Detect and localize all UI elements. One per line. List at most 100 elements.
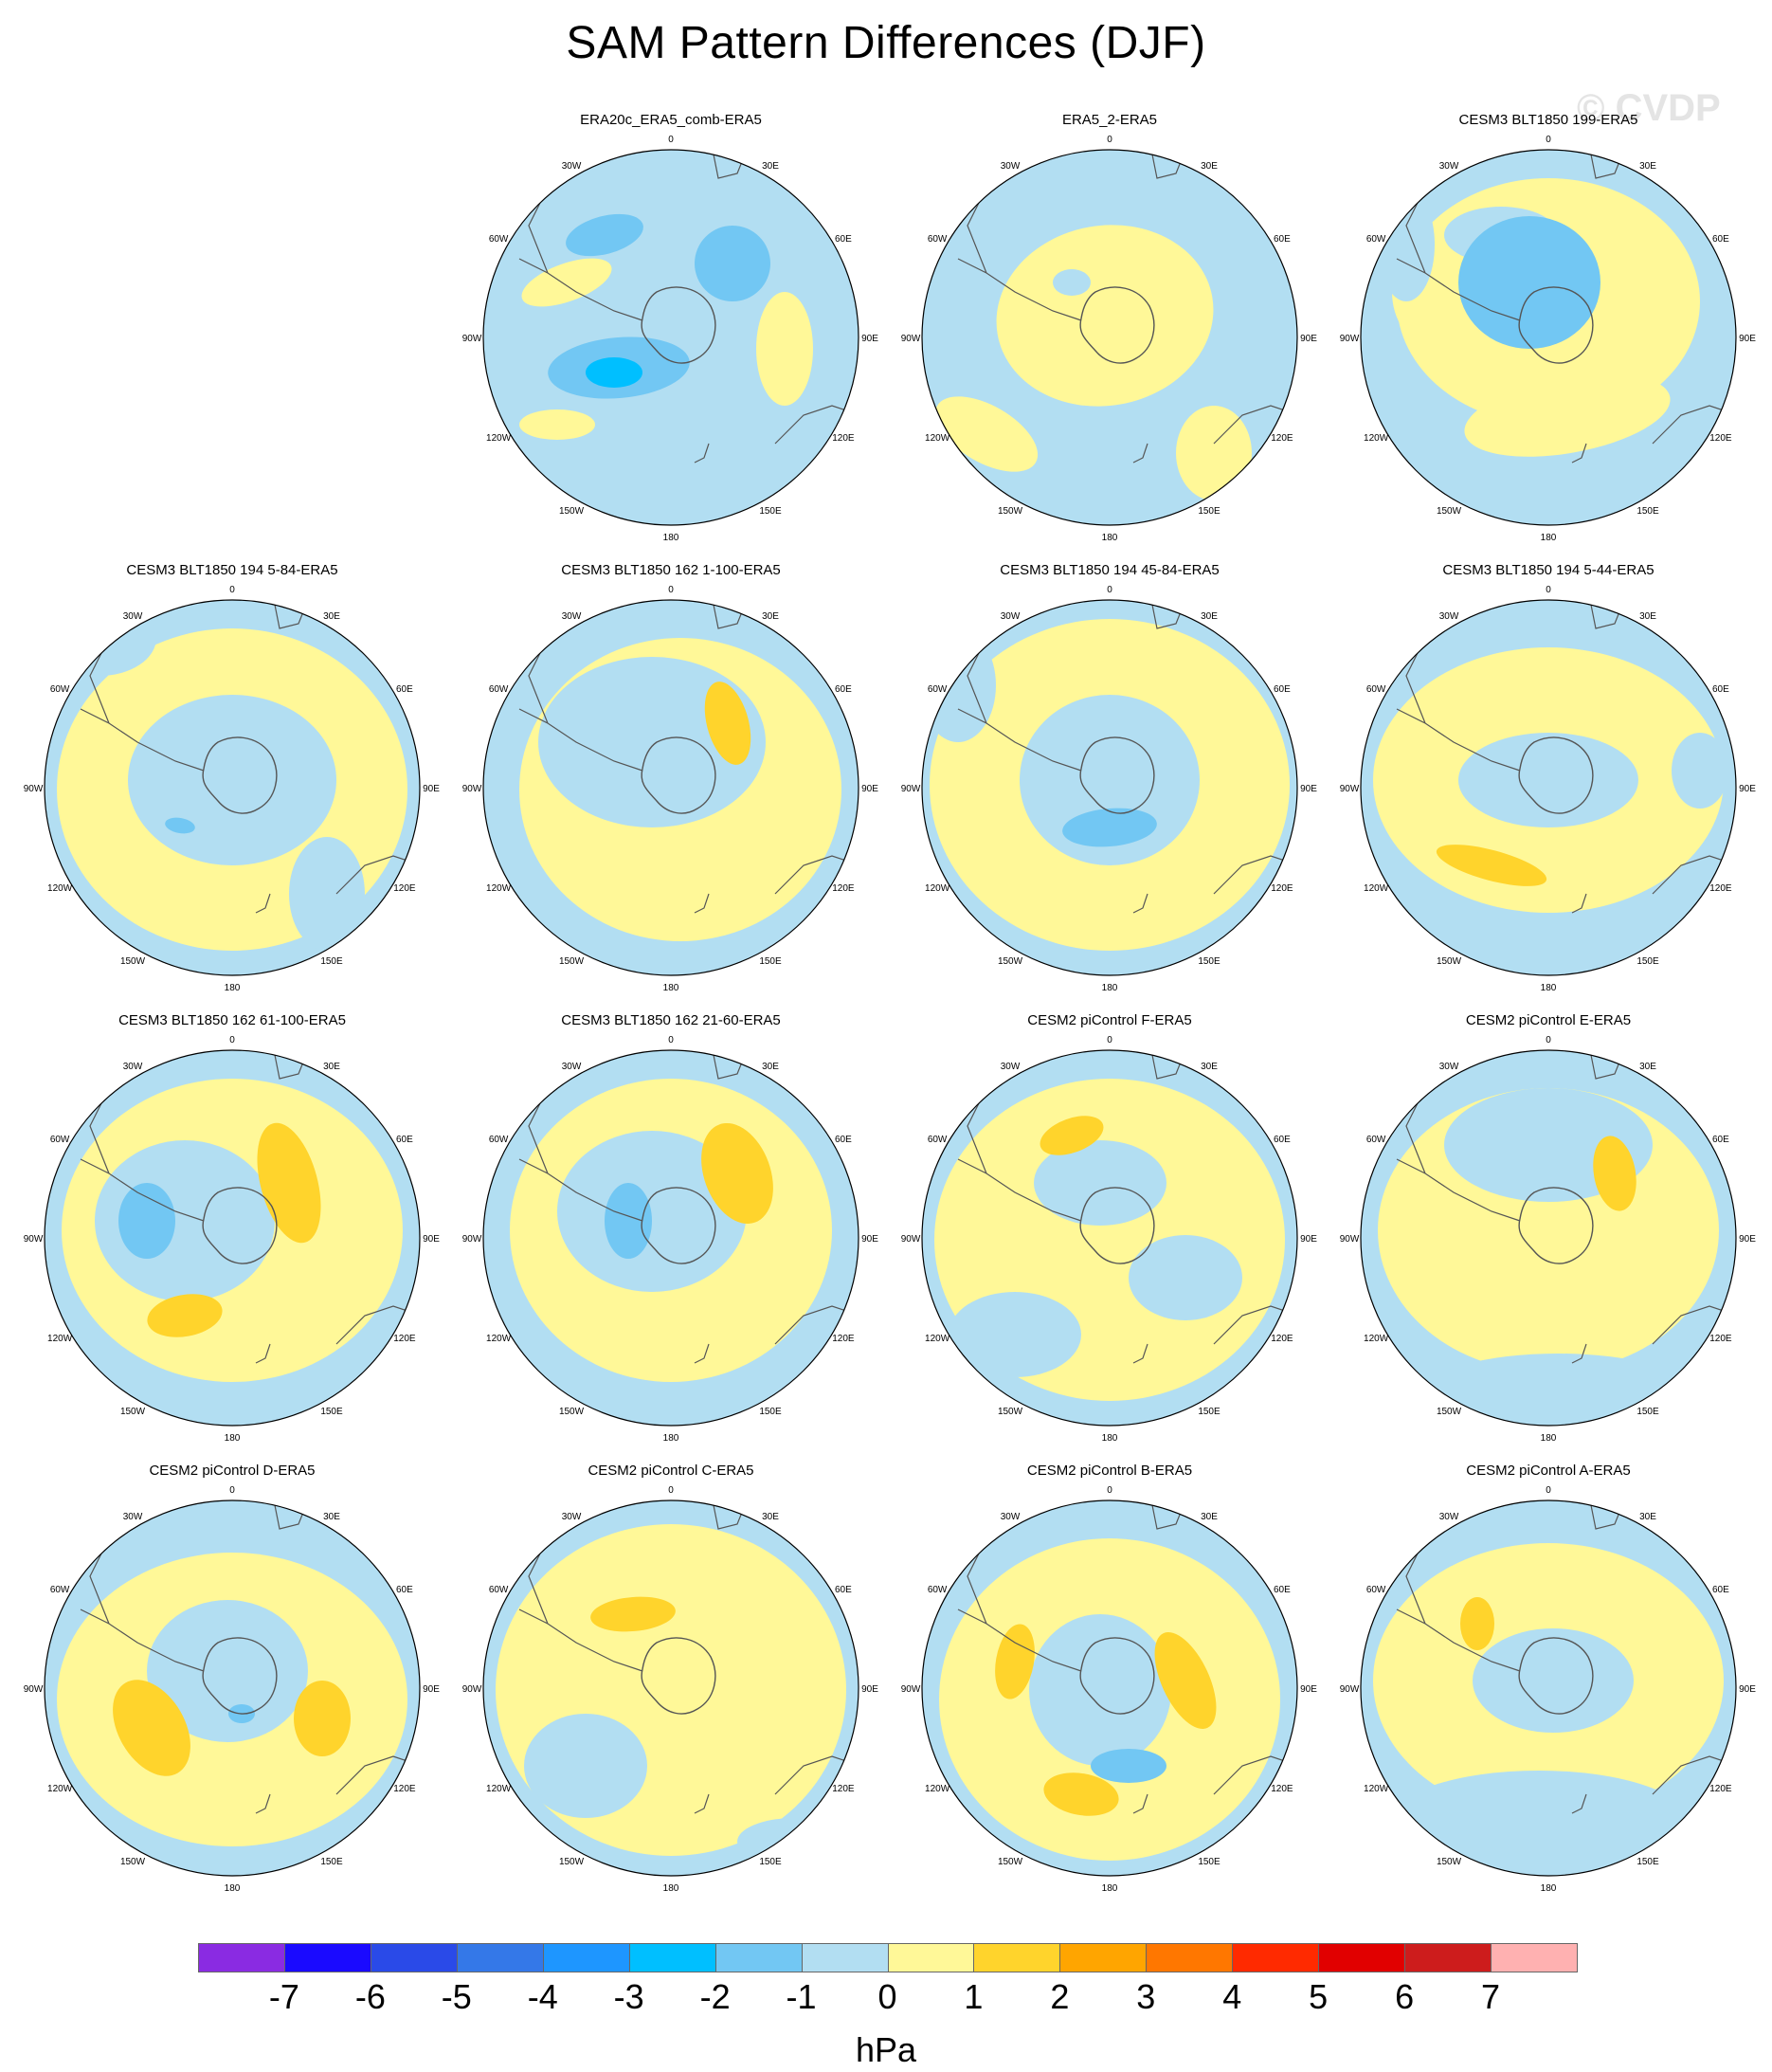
map-border xyxy=(921,1499,1298,1877)
colorbar-tick-label: 6 xyxy=(1395,1977,1415,2016)
map-border xyxy=(482,149,859,526)
colorbar-tick-label: -1 xyxy=(786,1977,817,2016)
polar-map: 0 30E 60E 90E 120E 150E 180 150W 120W 90W 60W 30W xyxy=(462,1485,878,1894)
colorbar-segment xyxy=(1232,1943,1320,1972)
longitude-label: 60W xyxy=(489,684,509,695)
longitude-label: 180 xyxy=(1102,1883,1118,1894)
panel-title: ERA20c_ERA5_comb-ERA5 xyxy=(580,112,762,128)
longitude-label: 150E xyxy=(759,956,782,967)
polar-map: 0 30E 60E 90E 120E 150E 180 150W 120W 90W 60W 30W xyxy=(1340,1485,1756,1894)
longitude-label: 30E xyxy=(1639,1062,1656,1072)
anomaly-contour xyxy=(1029,1614,1171,1766)
longitude-label: 180 xyxy=(663,1433,679,1444)
map-panel: CESM2 piControl A-ERA5 0 30E 60E 90E 120E 150E… xyxy=(1340,1463,1757,1899)
colorbar-tick-label: 3 xyxy=(1136,1977,1156,2016)
colorbar-segment xyxy=(1059,1943,1148,1972)
longitude-label: 120E xyxy=(1709,433,1732,444)
longitude-label: 120W xyxy=(486,883,512,894)
longitude-label: 90E xyxy=(861,1684,878,1695)
longitude-label: 60W xyxy=(1366,1135,1386,1145)
polar-map: 0 30E 60E 90E 120E 150E 180 150W 120W 90W 60W 30W xyxy=(462,1035,878,1444)
longitude-label: 0 xyxy=(1107,585,1112,595)
panel-title: CESM2 piControl F-ERA5 xyxy=(1027,1012,1192,1028)
longitude-label: 120W xyxy=(486,1784,512,1794)
longitude-label: 30W xyxy=(562,611,582,622)
map-border xyxy=(482,599,859,976)
longitude-label: 90E xyxy=(1739,1234,1756,1245)
anomaly-contour xyxy=(1464,373,1671,457)
longitude-label: 90W xyxy=(1340,334,1360,344)
longitude-label: 30W xyxy=(562,1062,582,1072)
longitude-label: 90E xyxy=(423,1234,440,1245)
longitude-label: 0 xyxy=(1546,135,1551,145)
longitude-label: 90E xyxy=(861,784,878,794)
colorbar-segment xyxy=(801,1943,889,1972)
longitude-label: 150W xyxy=(559,1407,585,1417)
longitude-label: 180 xyxy=(225,983,241,993)
longitude-label: 150W xyxy=(559,956,585,967)
longitude-label: 120W xyxy=(925,1334,950,1344)
anomaly-contour xyxy=(1378,188,1435,301)
anomaly-contour xyxy=(294,1681,351,1756)
anomaly-contour xyxy=(557,1131,747,1292)
anomaly-contour xyxy=(934,396,1039,472)
longitude-label: 60W xyxy=(1366,234,1386,245)
colorbar-tick-label: 0 xyxy=(877,1977,897,2016)
longitude-label: 60E xyxy=(396,1585,413,1595)
longitude-label: 120E xyxy=(1709,1334,1732,1344)
map-panel: CESM3 BLT1850 194 5-84-ERA5 0 30E 60E 90E 120… xyxy=(24,562,441,998)
panel-title: CESM3 BLT1850 162 21-60-ERA5 xyxy=(561,1012,781,1028)
map-border xyxy=(921,149,1298,526)
panel-title: ERA5_2-ERA5 xyxy=(1061,112,1158,128)
longitude-label: 90E xyxy=(861,1234,878,1245)
colorbar-segment xyxy=(1146,1943,1234,1972)
longitude-label: 30E xyxy=(323,1062,340,1072)
longitude-label: 30W xyxy=(123,1062,143,1072)
longitude-label: 30W xyxy=(123,611,143,622)
longitude-label: 150E xyxy=(320,956,343,967)
longitude-label: 150E xyxy=(759,1407,782,1417)
colorbar-tick-label: -5 xyxy=(441,1977,472,2016)
longitude-label: 60W xyxy=(928,1585,948,1595)
longitude-label: 30E xyxy=(762,1512,779,1522)
longitude-label: 90W xyxy=(901,1234,921,1245)
longitude-label: 30E xyxy=(1201,161,1218,172)
longitude-label: 120W xyxy=(47,1784,73,1794)
anomaly-contour xyxy=(1425,1354,1691,1426)
longitude-label: 30W xyxy=(123,1512,143,1522)
longitude-label: 30E xyxy=(762,161,779,172)
anomaly-contour xyxy=(949,1292,1081,1377)
colorbar-tick-label: 1 xyxy=(964,1977,984,2016)
longitude-label: 30W xyxy=(1001,161,1021,172)
longitude-label: 60E xyxy=(396,684,413,695)
longitude-label: 90W xyxy=(462,784,482,794)
anomaly-contour xyxy=(289,837,365,951)
longitude-label: 120E xyxy=(832,883,855,894)
map-border xyxy=(1360,149,1737,526)
longitude-label: 90E xyxy=(1739,784,1756,794)
longitude-label: 90W xyxy=(462,334,482,344)
map-border xyxy=(1360,1499,1737,1877)
longitude-label: 60E xyxy=(835,1135,852,1145)
longitude-label: 180 xyxy=(663,533,679,543)
longitude-label: 60W xyxy=(1366,684,1386,695)
anomaly-contour xyxy=(1361,908,1510,955)
map-panel: CESM3 BLT1850 162 61-100-ERA5 0 30E 60E 90E 1… xyxy=(24,1012,441,1448)
anomaly-contour xyxy=(1043,1772,1119,1816)
colorbar-tick-label: 5 xyxy=(1309,1977,1329,2016)
longitude-label: 0 xyxy=(229,1035,235,1045)
anomaly-contour xyxy=(1040,1116,1104,1155)
longitude-label: 120W xyxy=(486,1334,512,1344)
longitude-label: 60E xyxy=(1274,684,1291,695)
longitude-label: 0 xyxy=(668,1485,674,1496)
colorbar-segment xyxy=(198,1943,285,1972)
longitude-label: 60W xyxy=(50,1585,70,1595)
longitude-label: 60W xyxy=(1366,1585,1386,1595)
anomaly-contour xyxy=(1458,216,1600,349)
longitude-label: 180 xyxy=(225,1433,241,1444)
longitude-label: 90W xyxy=(462,1234,482,1245)
longitude-label: 120W xyxy=(925,883,950,894)
colorbar-segment xyxy=(1404,1943,1492,1972)
longitude-label: 150E xyxy=(1198,1407,1221,1417)
colorbar-tick-label: -7 xyxy=(268,1977,299,2016)
